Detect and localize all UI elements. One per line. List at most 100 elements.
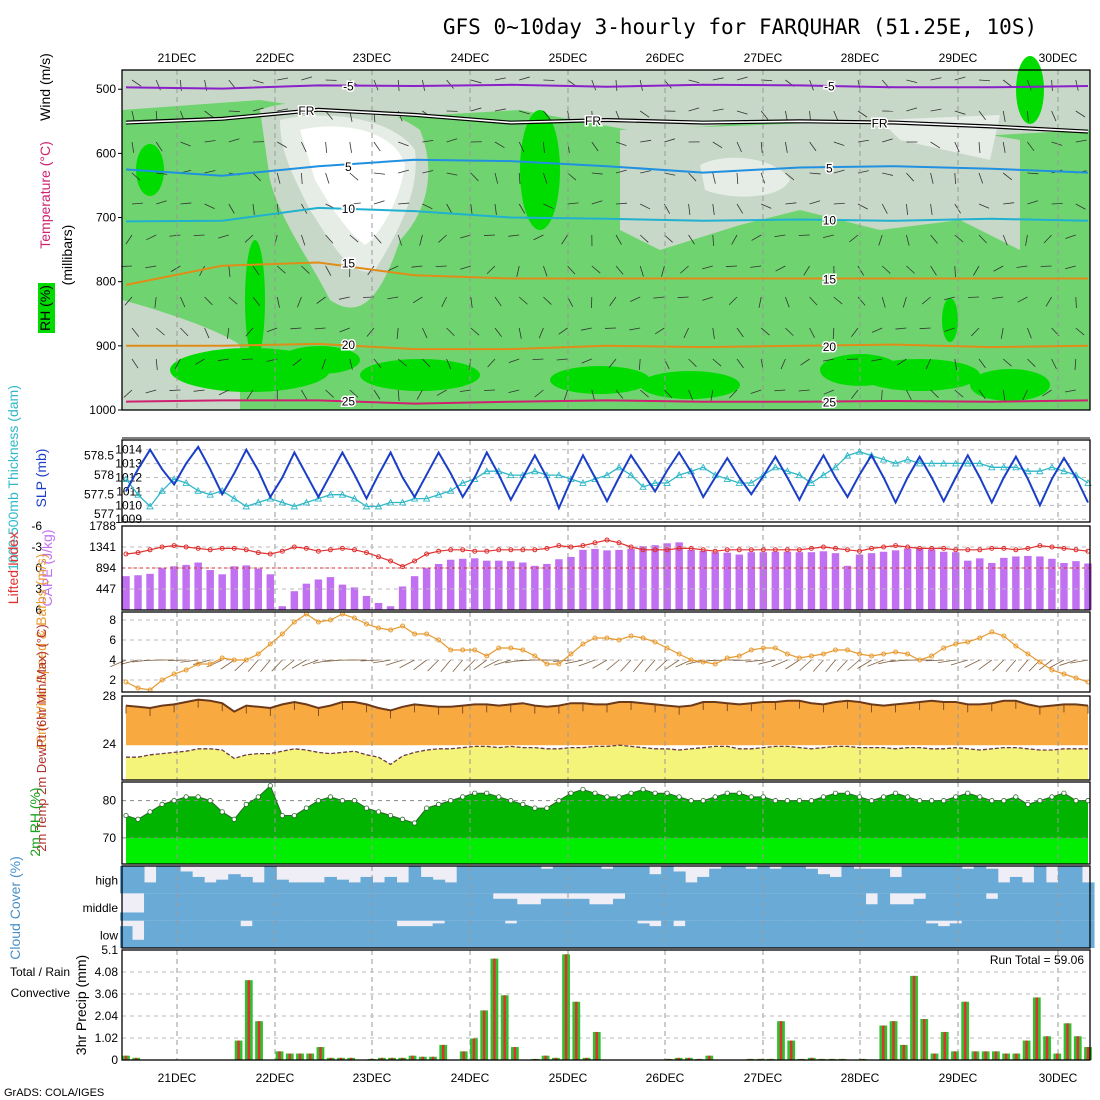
cloud-bar: [252, 882, 265, 894]
wind-barb: [532, 358, 544, 361]
wind-barb: [1025, 234, 1028, 246]
lifted-index-marker: [640, 547, 646, 553]
cape-bar: [699, 550, 707, 610]
precip-convective-bar: [339, 1057, 343, 1060]
isotherm-label: -5: [824, 79, 835, 93]
wind-barb: [204, 203, 215, 210]
isotherm-line: [125, 83, 1089, 90]
wind-barb: [1027, 327, 1032, 339]
wind-barb: [954, 172, 957, 184]
cloud-bar: [276, 920, 289, 948]
wind-barb: [398, 202, 410, 205]
wind-barb: [174, 358, 181, 369]
cloud-bar: [300, 920, 313, 948]
lifted-index-marker: [123, 551, 129, 557]
precip-convective-bar: [1066, 1023, 1069, 1060]
cloud-bar: [240, 876, 253, 894]
cloud-bar: [216, 920, 229, 948]
cloud-bar: [865, 904, 879, 921]
panel-frame: [121, 525, 1091, 611]
wind-barb: [978, 234, 987, 244]
rh2m-marker: [556, 798, 562, 804]
wind-barb: [653, 296, 665, 299]
wind-speed-marker: [796, 655, 802, 661]
precip-convective-bar: [390, 1057, 394, 1060]
thickness-marker: [603, 471, 611, 479]
cape-bar: [819, 551, 828, 610]
lifted-index-marker: [1037, 543, 1043, 549]
wind-barb: [654, 327, 665, 335]
lifted-index-marker: [472, 548, 478, 554]
rh2m-marker: [941, 798, 947, 804]
wind-barb: [398, 169, 409, 174]
wind-barb: [809, 200, 821, 205]
panel-frame: [121, 695, 1091, 781]
cloud-bar: [144, 920, 157, 948]
precip-convective-bar: [963, 1001, 967, 1060]
cloud-bar: [757, 866, 770, 894]
wind-barb: [591, 172, 603, 175]
wind-barb: [906, 107, 918, 112]
wind-barb: [620, 659, 632, 672]
cloud-bar: [637, 923, 650, 948]
rh2m-marker: [303, 805, 309, 811]
wind-barb: [398, 141, 409, 147]
cloud-bar: [552, 898, 566, 921]
cloud-bar: [504, 898, 518, 921]
cloud-bar: [1045, 882, 1059, 894]
wind-barb: [543, 296, 552, 305]
wind-barb: [640, 170, 652, 174]
wind-barb: [849, 234, 859, 243]
lifted-index-marker: [460, 547, 466, 553]
cloud-bar: [384, 920, 398, 948]
wind-barb: [1027, 79, 1032, 91]
wind-speed-marker: [123, 679, 129, 685]
wind-barb: [372, 659, 391, 664]
wind-barb: [266, 327, 278, 333]
wind-barb: [459, 389, 471, 392]
wind-barb: [992, 659, 1005, 672]
thickness-marker: [314, 494, 323, 502]
lifted-index-marker: [291, 544, 297, 550]
wind-barb: [906, 389, 912, 401]
thickness-marker: [855, 447, 864, 455]
wind-barb: [978, 110, 986, 121]
rh2m-marker: [207, 798, 213, 804]
wind-speed-marker: [845, 647, 850, 653]
cloud-bar: [192, 893, 205, 921]
rh2m-marker: [508, 798, 514, 804]
wind-barb: [878, 234, 883, 246]
thickness-marker: [350, 494, 359, 502]
thickness-marker: [362, 502, 371, 510]
wind-barb: [468, 358, 472, 370]
wind-barb: [373, 172, 385, 175]
lifted-index-marker: [760, 547, 766, 553]
wind-barb: [1027, 358, 1036, 367]
wind-barb: [199, 265, 205, 276]
cloud-bar: [649, 874, 662, 894]
precip-convective-bar: [708, 1055, 711, 1060]
lifted-index-marker: [917, 545, 923, 551]
wind-barb: [857, 203, 868, 210]
wind-barb: [1002, 110, 1006, 122]
wind-barb: [180, 141, 191, 147]
wind-barb: [785, 327, 794, 336]
cape-bar: [314, 579, 323, 610]
wind-speed-marker: [135, 685, 141, 691]
wind-speed-marker: [556, 661, 562, 667]
rh2m-marker: [484, 790, 490, 796]
wind-barb: [978, 358, 986, 369]
rh2m-marker: [135, 816, 141, 822]
rh-white-area: [300, 126, 405, 245]
cloud-bar: [324, 920, 337, 948]
wind-barb: [785, 296, 790, 308]
top-date-label: 25DEC: [549, 51, 588, 65]
thickness-marker: [951, 459, 960, 467]
cloud-bar: [757, 893, 770, 921]
bottom-date-label: 28DEC: [841, 1071, 880, 1085]
wind-barb: [978, 659, 993, 670]
rh2m-marker: [1025, 801, 1031, 807]
wind-barb: [470, 79, 482, 84]
wind-barb: [533, 234, 544, 241]
rh2m-marker: [772, 798, 778, 804]
